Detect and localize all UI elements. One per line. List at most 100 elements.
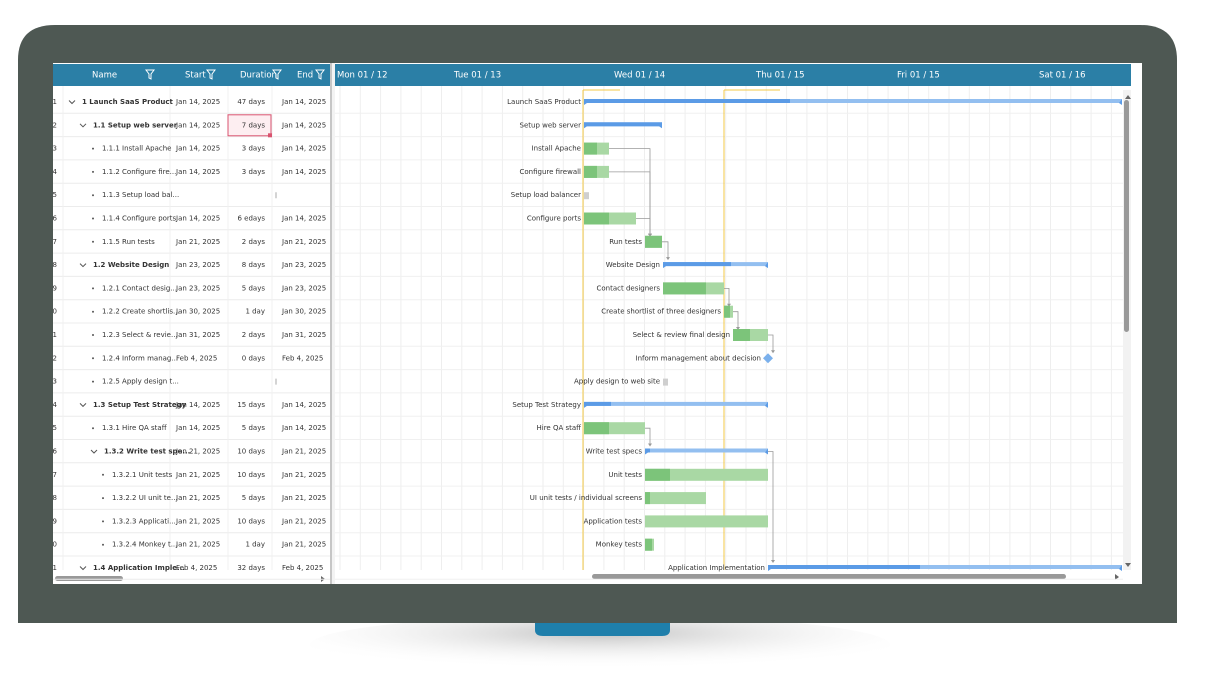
grid-h-thumb[interactable] (55, 576, 123, 581)
bullet (102, 543, 104, 546)
dependency (768, 451, 774, 562)
v-thumb[interactable] (1124, 100, 1129, 332)
task-bar (645, 515, 768, 528)
start-date: Jan 21, 2025 (175, 494, 220, 502)
filter-icon[interactable] (206, 69, 216, 80)
bullet (92, 310, 94, 313)
task-name: 1 Launch SaaS Product (82, 98, 174, 106)
bar-label: Configure ports (527, 215, 582, 223)
filter-icon[interactable] (272, 69, 282, 80)
duration: 2 days (242, 238, 266, 246)
task-name: 1.2.5 Apply design t... (102, 378, 179, 386)
start-date: Jan 30, 2025 (175, 308, 220, 316)
duration: 8 days (242, 261, 266, 269)
end-date: Jan 14, 2025 (281, 98, 326, 106)
column-header: Start (185, 71, 206, 81)
row-id: 16 (48, 448, 57, 456)
dependency (636, 218, 651, 236)
task-progress (584, 165, 597, 178)
duration: 3 days (242, 168, 266, 176)
bar-label: Application tests (584, 517, 643, 525)
duration: 15 days (237, 401, 265, 409)
scrollbars (55, 90, 1131, 582)
bullet (92, 170, 94, 173)
bar-label: Create shortlist of three designers (601, 308, 721, 316)
bullet (92, 147, 94, 150)
splitter (330, 63, 335, 584)
column-header: Name (92, 71, 117, 81)
expander[interactable] (79, 263, 87, 268)
end-date: Jan 14, 2025 (281, 121, 326, 129)
expander[interactable] (90, 449, 98, 454)
start-date: Jan 14, 2025 (175, 121, 220, 129)
end-date: Jan 31, 2025 (281, 331, 326, 339)
row-id: 6 (53, 215, 58, 223)
day-header: Mon 01 / 12 (337, 71, 388, 81)
day-header: Tue 01 / 13 (453, 71, 501, 81)
start-date: Jan 14, 2025 (175, 401, 220, 409)
dependency (662, 241, 669, 260)
expander[interactable] (79, 123, 87, 128)
task-name: 1.1.4 Configure ports (102, 215, 177, 223)
start-date: Jan 23, 2025 (175, 261, 220, 269)
task-name: 1.3.2 Write test spe... (104, 448, 190, 456)
end-date: Jan 21, 2025 (281, 471, 326, 479)
task-progress (584, 422, 609, 435)
expander[interactable] (79, 566, 87, 571)
filter-icon[interactable] (145, 69, 155, 80)
milestone (763, 353, 773, 364)
summary-bar (768, 565, 1122, 569)
task-bar (645, 492, 706, 505)
end-date: Jan 23, 2025 (281, 284, 326, 292)
dependency (609, 171, 651, 236)
dependency-arrow (727, 303, 731, 307)
row-id: 17 (48, 471, 57, 479)
grid-header (53, 64, 330, 86)
summary-bar (584, 99, 1122, 103)
dependency-arrow (666, 257, 670, 261)
row-id: 2 (53, 121, 57, 129)
bar-label: Hire QA staff (537, 424, 582, 432)
bar-label: Setup load balancer (511, 191, 581, 199)
row-id: 8 (53, 261, 57, 269)
bar-label: Select & review final design (633, 331, 730, 339)
task-name: 1.3.2.4 Monkey t... (112, 541, 177, 549)
dependency-arrow (648, 443, 652, 447)
row-id: 14 (48, 401, 57, 409)
filter-icon[interactable] (315, 69, 325, 80)
summary-progress (768, 565, 920, 569)
row-id: 19 (48, 517, 57, 525)
day-header: Wed 01 / 14 (614, 71, 665, 81)
row-id: 1 (53, 98, 57, 106)
start-date: Jan 21, 2025 (175, 238, 220, 246)
end-date: Jan 23, 2025 (281, 261, 326, 269)
row-id: 5 (53, 191, 57, 199)
bar-label: Contact designers (596, 284, 660, 292)
timeline-h-thumb[interactable] (592, 574, 1066, 579)
row-id: 4 (53, 168, 58, 176)
duration: 2 days (242, 331, 266, 339)
task-progress (733, 329, 750, 341)
column-header: Duration (240, 71, 277, 81)
duration: 10 days (237, 517, 265, 525)
task-name: 1.1.2 Configure fire... (102, 168, 176, 176)
expander[interactable] (68, 100, 76, 105)
task-name: 1.2.3 Select & revie... (102, 331, 178, 339)
summary-progress (584, 401, 611, 406)
bar-label: Setup Test Strategy (512, 401, 581, 409)
bar-label: Configure firewall (520, 168, 582, 176)
end-date: Jan 21, 2025 (281, 448, 326, 456)
duration: 10 days (237, 471, 265, 479)
task-name: 1.1.1 Install Apache (102, 145, 171, 153)
end-date: Jan 21, 2025 (281, 517, 326, 525)
row-id: 3 (53, 145, 57, 153)
bar-label: Website Design (606, 261, 660, 269)
bar-label: UI unit tests / individual screens (530, 494, 643, 502)
duration: 6 edays (237, 215, 265, 223)
bullet (92, 217, 94, 220)
expander[interactable] (79, 403, 87, 408)
summary-progress (584, 122, 662, 127)
duration: 0 days (242, 354, 266, 362)
